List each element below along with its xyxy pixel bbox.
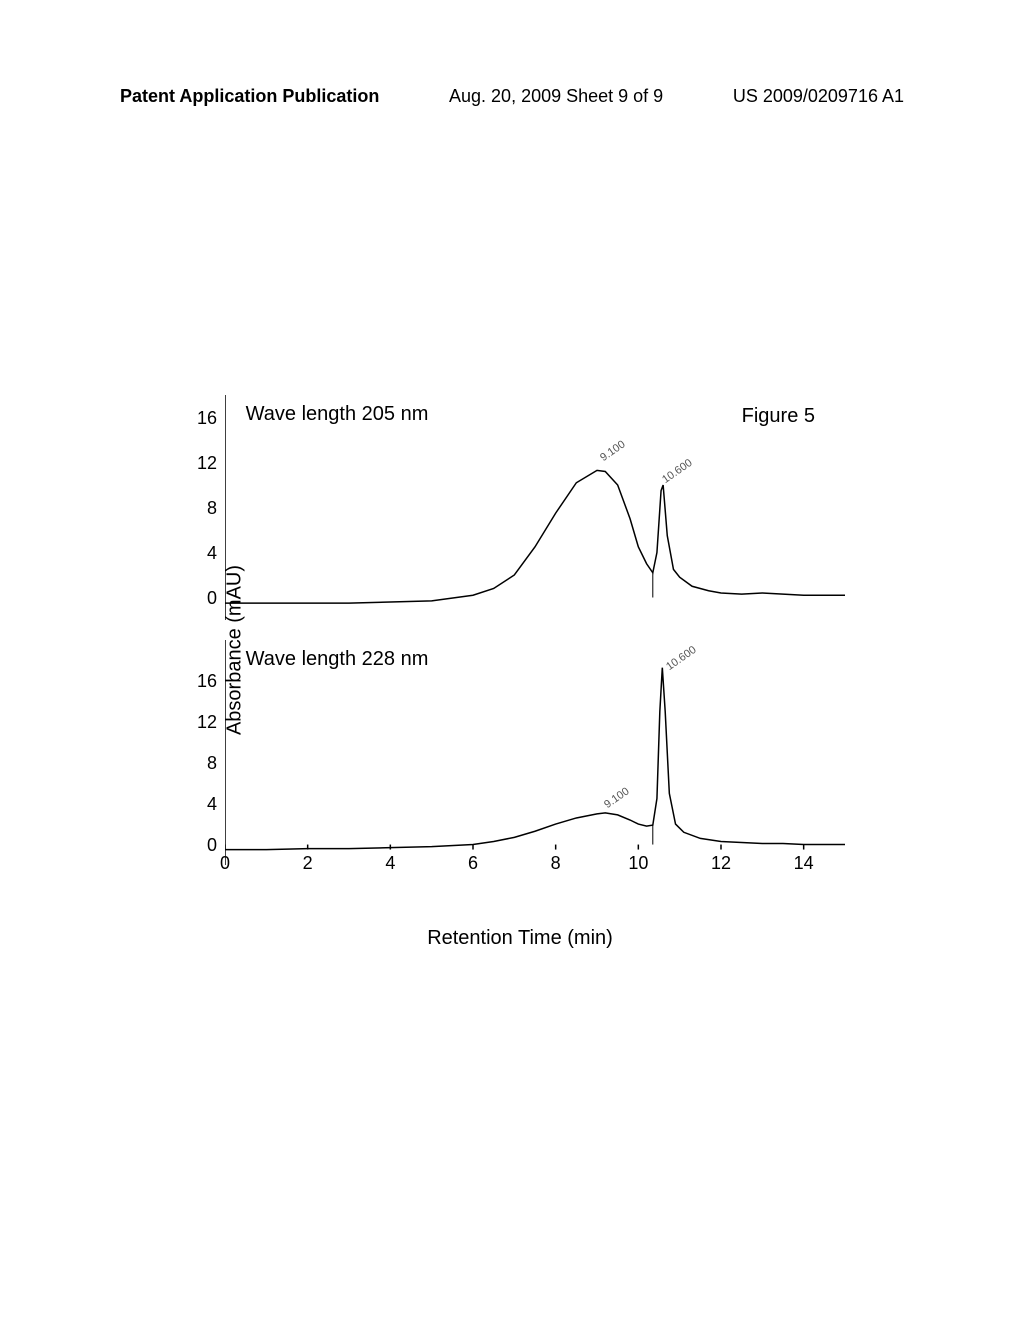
panel-wavelength-label: Wave length 228 nm (246, 648, 429, 671)
x-tick-label: 8 (541, 853, 571, 874)
y-tick-label: 0 (187, 588, 217, 609)
header-date-sheet: Aug. 20, 2009 Sheet 9 of 9 (449, 86, 663, 107)
y-tick-label: 12 (187, 712, 217, 733)
header-publication-number: US 2009/0209716 A1 (733, 86, 904, 107)
x-tick-label: 14 (789, 853, 819, 874)
y-tick-label: 12 (187, 453, 217, 474)
x-tick-label: 2 (293, 853, 323, 874)
y-tick-label: 16 (187, 408, 217, 429)
header-publication-type: Patent Application Publication (120, 86, 379, 107)
x-tick-label: 6 (458, 853, 488, 874)
page-header: Patent Application Publication Aug. 20, … (120, 86, 904, 107)
x-tick-label: 10 (623, 853, 653, 874)
x-axis-label: Retention Time (min) (427, 927, 613, 950)
x-tick-label: 0 (210, 853, 240, 874)
y-tick-label: 8 (187, 753, 217, 774)
y-tick-label: 16 (187, 671, 217, 692)
y-tick-label: 4 (187, 543, 217, 564)
panel-wavelength-label: Wave length 205 nm (246, 403, 429, 426)
plot-area (225, 395, 845, 865)
y-tick-label: 4 (187, 794, 217, 815)
x-tick-label: 12 (706, 853, 736, 874)
chromatogram-svg (225, 395, 845, 865)
x-tick-label: 4 (375, 853, 405, 874)
y-tick-label: 8 (187, 498, 217, 519)
chromatogram-chart: Absorbance (mAU) Retention Time (min) Fi… (185, 395, 855, 905)
